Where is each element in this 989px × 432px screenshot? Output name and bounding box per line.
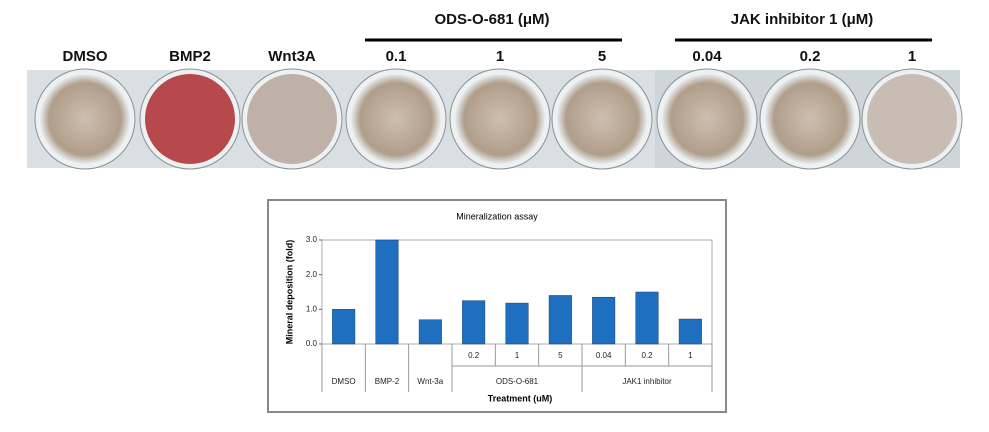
x-tick-label: 1 [515,351,520,360]
well-label: 0.04 [692,48,722,65]
bar [678,318,702,345]
well-label: 1 [496,48,504,65]
chart-title: Mineralization assay [456,211,538,221]
group-label: ODS-O-681 [496,377,539,386]
y-tick-label: 3.0 [306,235,318,244]
well-label: 5 [598,48,606,65]
bar [635,291,659,345]
well-label: 1 [908,48,916,65]
well [557,74,647,164]
bar [462,300,486,345]
x-tick-label: 0.2 [641,351,653,360]
well [867,74,957,164]
group-label: ODS-O-681 (μM) [434,11,549,28]
bar [548,295,572,345]
well [351,74,441,164]
x-tick-label: 0.2 [468,351,480,360]
group-label: JAK inhibitor 1 (μM) [731,11,874,28]
well [40,74,130,164]
y-tick-label: 1.0 [306,304,318,313]
well-label: Wnt3A [268,48,316,65]
bar [375,239,399,345]
y-tick-label: 0.0 [306,339,318,348]
bar [332,309,356,345]
x-tick-label: 5 [558,351,563,360]
well-label: DMSO [63,48,108,65]
group-label: Wnt-3a [417,377,443,386]
y-tick-label: 2.0 [306,270,318,279]
well-label: 0.1 [386,48,407,65]
group-label: JAK1 inhibitor [622,377,672,386]
well-label: 0.2 [800,48,821,65]
y-axis-label: Mineral deposition (fold) [284,240,294,345]
well [247,74,337,164]
well [145,74,235,164]
group-label: BMP-2 [375,377,400,386]
well [455,74,545,164]
well [765,74,855,164]
group-label: DMSO [332,377,356,386]
plate-photo [27,68,963,170]
x-tick-label: 1 [688,351,693,360]
bar [505,302,529,345]
bar [418,319,442,345]
bar [592,296,616,345]
x-axis-label: Treatment (uM) [488,393,553,403]
well-label: BMP2 [169,48,211,65]
well [662,74,752,164]
x-tick-label: 0.04 [596,351,612,360]
